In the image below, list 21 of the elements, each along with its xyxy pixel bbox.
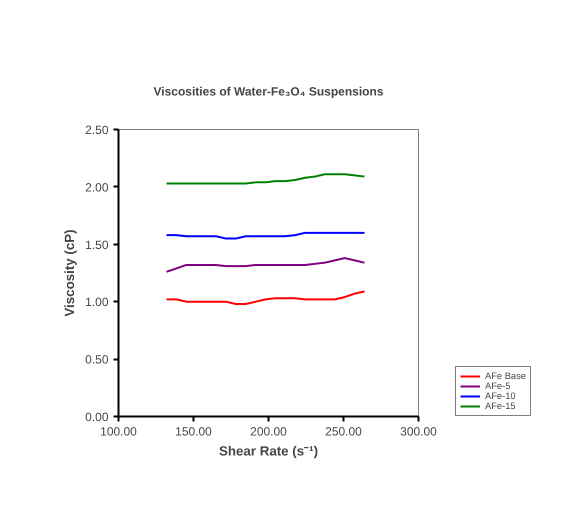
y-tick-label: 1.00 [85, 295, 109, 310]
x-axis-title: Shear Rate (s⁻¹) [218, 444, 318, 458]
legend-label: AFe-5 [485, 381, 510, 391]
x-tick-label: 200.00 [250, 424, 288, 438]
y-tick-label: 2.00 [85, 180, 109, 194]
line-series [166, 290, 366, 305]
y-tick-label: 1.50 [85, 238, 109, 252]
chart-title: Viscosities of Water-Fe₃O₄ Suspensions [154, 84, 384, 98]
legend-label: AFe-15 [485, 401, 516, 411]
legend-label: AFe Base [485, 371, 526, 381]
x-tick-label: 250.00 [325, 424, 362, 438]
y-axis-title: Viscosity (cP) [62, 229, 78, 317]
y-tick-label: 0.50 [85, 352, 109, 367]
line-series [166, 257, 366, 273]
x-tick-label: 150.00 [175, 424, 212, 438]
x-tick-label: 300.00 [400, 424, 438, 438]
line-series [166, 173, 366, 184]
legend-label: AFe-10 [485, 391, 516, 401]
x-tick-label: 100.00 [100, 424, 138, 438]
y-tick-label: 0.00 [85, 410, 109, 424]
y-tick-label: 2.50 [85, 123, 109, 137]
